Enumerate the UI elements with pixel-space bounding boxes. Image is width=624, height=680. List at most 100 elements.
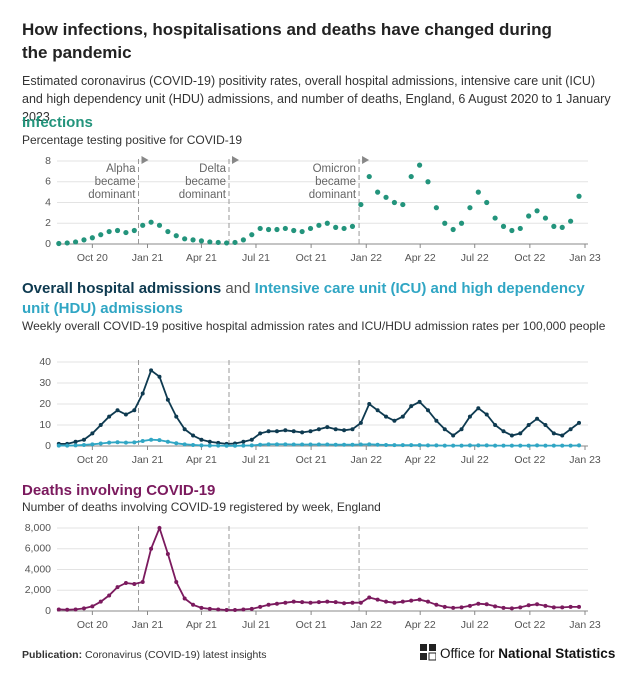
data-point	[291, 429, 296, 434]
data-point	[174, 414, 179, 419]
data-point	[568, 427, 573, 432]
data-point	[115, 440, 120, 445]
data-point	[191, 442, 196, 447]
annotation: became	[95, 176, 136, 188]
data-point	[458, 220, 465, 226]
data-point	[149, 437, 154, 442]
data-point	[98, 441, 103, 446]
data-point	[215, 239, 221, 246]
data-point	[409, 598, 414, 603]
data-point	[232, 443, 237, 448]
x-tick-label: Jan 21	[132, 619, 164, 631]
annotation: dominant	[309, 189, 357, 201]
data-point	[350, 427, 355, 432]
publication: Coronavirus (COVID-19) latest insights	[85, 649, 267, 661]
data-point	[265, 226, 272, 233]
data-point	[551, 431, 556, 436]
data-point	[132, 582, 137, 587]
data-point	[577, 420, 582, 425]
data-point	[73, 607, 78, 612]
y-tick-label: 6,000	[25, 543, 51, 555]
data-point	[300, 600, 305, 605]
data-point	[81, 437, 86, 442]
logo-text: Office for	[440, 645, 495, 661]
data-point	[459, 427, 464, 432]
page-subtitle: Estimated coronavirus (COVID-19) positiv…	[22, 74, 611, 124]
data-point	[577, 443, 582, 448]
x-tick-label: Apr 21	[186, 252, 217, 264]
data-point	[492, 215, 498, 221]
data-point	[307, 225, 314, 232]
data-point	[442, 220, 448, 226]
x-tick-label: Jul 22	[461, 619, 489, 631]
data-point	[375, 442, 380, 447]
data-point	[316, 600, 321, 605]
x-tick-label: Apr 22	[405, 252, 436, 264]
data-point	[560, 433, 565, 438]
legend-entry: Overall hospital admissions	[22, 280, 222, 297]
data-point	[207, 443, 212, 448]
data-point	[157, 438, 162, 443]
data-point	[433, 205, 439, 211]
data-point	[132, 440, 137, 445]
data-point	[241, 443, 246, 448]
data-point	[367, 595, 372, 600]
data-point	[308, 429, 313, 434]
data-point	[165, 228, 171, 235]
data-point	[266, 442, 271, 447]
data-point	[107, 593, 112, 598]
data-point	[165, 397, 170, 402]
data-point	[224, 607, 229, 612]
page-title: How infections, hospitalisations and dea…	[22, 20, 552, 62]
annotation: Alpha	[106, 163, 136, 175]
x-tick-label: Jan 22	[350, 252, 382, 264]
y-tick-label: 0	[45, 440, 51, 452]
data-point	[577, 604, 582, 609]
chart-subtitle: Number of deaths involving COVID-19 regi…	[22, 500, 381, 514]
data-point	[274, 601, 279, 606]
data-point	[434, 443, 439, 448]
data-point	[500, 223, 507, 229]
data-point	[501, 605, 506, 610]
data-point	[350, 442, 355, 447]
data-point	[342, 601, 347, 606]
data-point	[182, 442, 187, 447]
x-tick-label: Jan 23	[569, 252, 601, 264]
data-point	[518, 605, 523, 610]
logo: Office for National Statistics	[420, 644, 615, 662]
data-point	[282, 225, 288, 232]
data-point	[274, 226, 280, 233]
data-point	[115, 408, 120, 413]
data-point	[123, 412, 128, 417]
data-point	[509, 443, 514, 448]
data-point	[65, 607, 70, 612]
x-tick-label: Apr 21	[186, 619, 217, 631]
data-point	[384, 414, 389, 419]
chart-title: Deaths involving COVID-19	[22, 482, 216, 499]
data-point	[232, 607, 237, 612]
x-tick-label: Jan 22	[350, 454, 382, 466]
variant-marker	[362, 156, 370, 164]
data-point	[207, 606, 212, 611]
chart-subtitle: Percentage testing positive for COVID-19	[22, 133, 243, 147]
data-point	[451, 605, 456, 610]
data-point	[526, 213, 532, 219]
y-tick-label: 4,000	[25, 563, 51, 575]
y-tick-label: 2	[45, 217, 51, 229]
data-point	[182, 427, 187, 432]
data-point	[560, 443, 565, 448]
x-tick-label: Oct 22	[514, 252, 545, 264]
data-point	[484, 199, 490, 206]
data-point	[64, 240, 70, 246]
data-point	[81, 442, 86, 447]
x-tick-label: Apr 22	[405, 619, 436, 631]
data-point	[442, 443, 447, 448]
data-point	[56, 607, 61, 612]
data-point	[484, 443, 489, 448]
data-point	[333, 600, 338, 605]
data-point	[476, 443, 481, 448]
annotation: Omicron	[313, 163, 356, 175]
x-tick-label: Oct 21	[296, 619, 327, 631]
publication-label: Publication:	[22, 649, 83, 661]
